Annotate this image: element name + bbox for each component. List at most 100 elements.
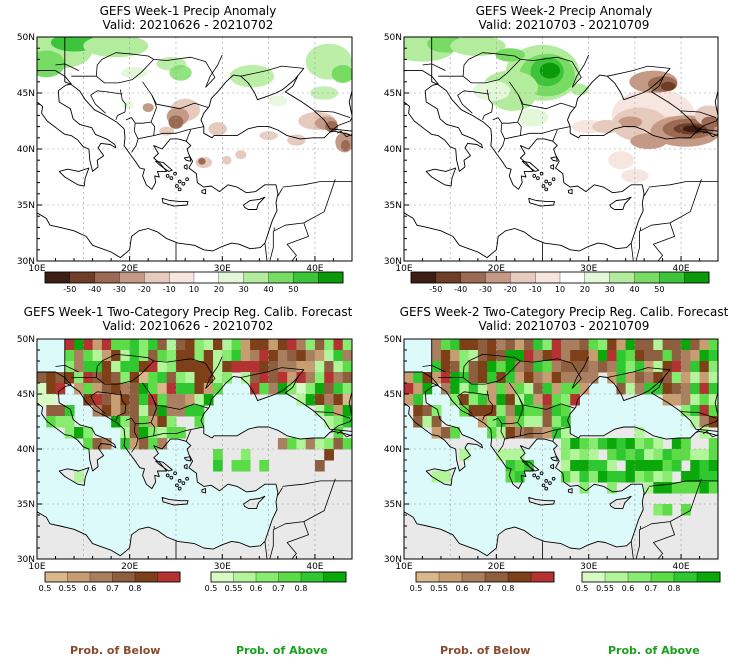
prob-cell [699,460,710,472]
anomaly-blob [621,169,649,183]
prob-cell [551,350,562,362]
prob-cell [240,372,251,384]
lon-label: 30E [580,562,597,572]
prob-cell [542,372,553,384]
prob-cell [468,361,479,373]
prob-cell [46,383,57,395]
prob-cell [561,372,571,384]
prob-cell [324,361,334,373]
map-area [37,339,352,559]
prob-cell [653,460,664,472]
prob-cell [487,339,497,351]
border-line [652,222,676,261]
prob-cell [333,383,344,395]
border-line [639,179,702,232]
coastline [425,467,457,486]
colorbar-segment [293,271,319,284]
colorbar-segment [144,271,170,284]
colorbar-segment [69,271,96,284]
colorbar-label: 20 [214,285,224,294]
prob-cell [324,383,334,395]
border-line [438,360,521,385]
prob-cell [287,361,297,373]
prob-cell [662,471,673,483]
border-line [90,90,123,114]
prob-cell [690,405,701,417]
prob-cell [175,350,186,362]
prob-cell [708,383,718,395]
prob-cell [166,416,177,428]
colorbar-segment [460,271,486,284]
colorbar-segment [193,271,220,284]
prob-cell [431,350,442,362]
prob-cell [83,383,94,395]
colorbar-frame [415,571,555,583]
prob-cell [524,416,534,428]
prob-cell [92,339,103,351]
prob-cell [607,471,617,483]
prob-cell [487,372,497,384]
prob-cell [597,339,608,351]
colorbar-segment [300,571,324,583]
colorbar-label: 0.6 [622,584,635,593]
prob-cell [74,339,84,351]
prob-cell [296,350,307,362]
prob-cell [422,372,433,384]
prob-cell [138,394,149,406]
border-line [422,63,446,71]
border-line [95,59,103,77]
prob-cell [524,383,534,395]
prob-cell [287,383,297,395]
island [177,479,182,483]
colorbar-label: 40 [629,285,639,294]
prob-cell [662,339,673,351]
border-line [240,367,304,378]
prob-cell [222,372,233,384]
colorbar-segment [233,571,257,583]
lon-label: 10E [28,562,45,572]
prob-cell [157,438,168,450]
prob-cell [74,383,84,395]
colorbar-frame [581,571,721,583]
prob-cell [477,405,488,417]
prob-cell [551,339,562,351]
island [173,471,177,476]
border-line [273,478,336,530]
prob-cell [240,460,251,472]
prob-cell [671,394,682,406]
colorbar-label: 20 [580,285,590,294]
prob-cell [690,394,701,406]
grid-lines [404,37,718,261]
prob-cell [231,361,242,373]
island [544,479,549,483]
prob-cell [157,416,168,428]
prob-cell [699,361,710,373]
prob-cell [542,361,553,373]
coastline [567,488,573,494]
border-line [115,89,127,121]
border-line [314,411,351,419]
prob-cell [92,405,103,417]
prob-cell [487,394,497,406]
prob-cell [64,361,75,373]
prob-cell [111,405,121,417]
island [181,481,186,485]
prob-cell [138,350,149,362]
prob-cell [570,471,580,483]
anomaly-blob [608,151,634,170]
island [541,483,546,488]
prob-cell [533,383,544,395]
prob-cell [533,405,544,417]
prob-cell [404,383,414,395]
border-line [329,117,352,133]
border-line [286,222,309,261]
prob-cell [708,350,718,362]
prob-cell [681,405,691,417]
prob-cell [505,372,516,384]
coastline [425,167,457,187]
prob-cell [524,372,534,384]
prob-cell [148,383,158,395]
colorbar-segment [438,571,463,583]
prob-cell [496,339,507,351]
